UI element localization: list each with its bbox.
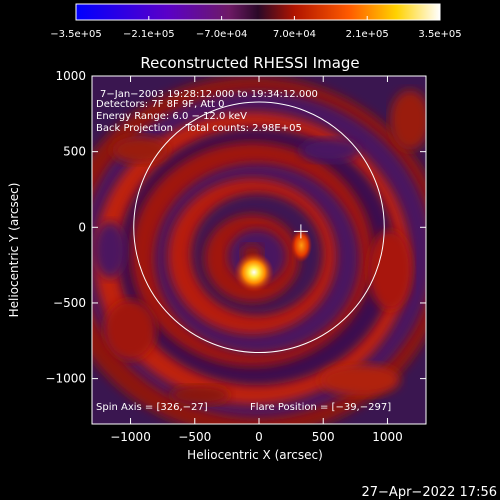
chart-title: Reconstructed RHESSI Image [140,54,359,72]
source-blob [290,228,313,263]
colorbar-gradient [75,3,441,21]
x-axis: −1000 −500 0 500 1000 [110,76,403,444]
x-axis-label: Heliocentric X (arcsec) [187,448,323,462]
x-tick-label: −500 [178,430,211,444]
timestamp: 27−Apr−2022 17:56 [362,485,498,500]
colorbar-tick-label: −7.0e+04 [196,29,248,40]
annotation-energy: Energy Range: 6.0 − 12.0 keV [96,111,247,122]
colorbar-tick-label: −2.1e+05 [123,29,175,40]
y-tick-label: 1000 [55,69,86,83]
intensity-patch [170,385,230,405]
intensity-patch [368,230,412,310]
x-tick-label: 1000 [372,430,403,444]
colorbar-tick-label: 2.1e+05 [346,29,389,40]
annotation-method: Back Projection Total counts: 2.98E+05 [96,123,302,134]
solar-limb [133,101,385,354]
colorbar-tick-label: −3.5e+05 [50,29,102,40]
intensity-patch [104,300,156,360]
y-tick-label: −500 [53,296,86,310]
sources [234,228,313,293]
intensity-patch [390,90,426,150]
y-axis: −1000 −500 0 500 1000 [45,69,426,386]
y-tick-label: 0 [78,220,86,234]
intensity-patch [320,364,400,396]
x-tick-label: −1000 [110,430,151,444]
flare-position-label: Flare Position = [−39,−297] [250,402,391,413]
y-tick-label: −1000 [45,372,86,386]
intensity-patch [300,138,360,162]
colorbar-tick-label: 3.5e+05 [418,29,461,40]
intensity-patch [112,136,168,164]
spin-axis-label: Spin Axis = [326,−27] [96,402,208,413]
x-tick-label: 0 [255,430,263,444]
source-blob [234,252,274,293]
colorbar-tick-label: 7.0e+04 [273,29,316,40]
annotation-time: 7−Jan−2003 19:28:12.000 to 19:34:12.000 [100,89,318,100]
colorbar-ticks: −3.5e+05 −2.1e+05 −7.0e+04 7.0e+04 2.1e+05 3.… [50,16,462,40]
y-tick-label: 500 [63,145,86,159]
x-tick-label: 500 [312,430,335,444]
annotation-detectors: Detectors: 7F 8F 9F, Att 0 [96,99,224,110]
intensity-patch [94,222,126,278]
spin-axis-marker [293,224,308,239]
y-axis-label: Heliocentric Y (arcsec) [7,183,21,318]
annotations: 7−Jan−2003 19:28:12.000 to 19:34:12.000 … [96,89,391,413]
plot-area [92,76,426,424]
colorbar: −3.5e+05 −2.1e+05 −7.0e+04 7.0e+04 2.1e+05 3.… [50,3,462,40]
